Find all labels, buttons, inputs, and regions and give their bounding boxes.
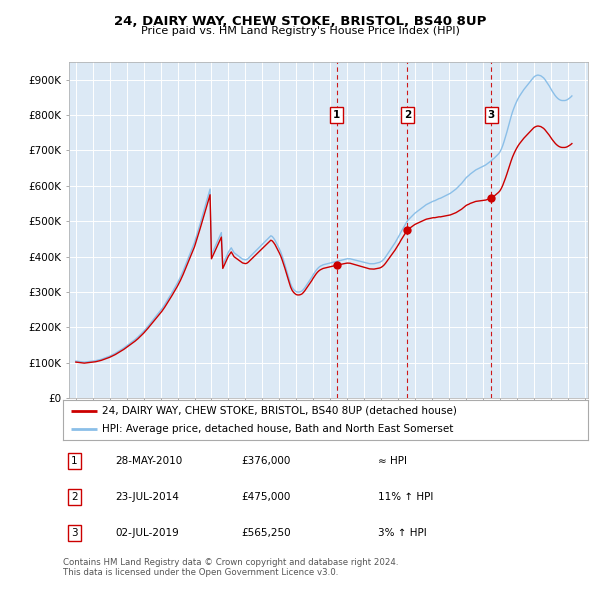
Text: 1: 1 [71,456,78,466]
Text: £376,000: £376,000 [241,456,291,466]
Text: ≈ HPI: ≈ HPI [378,456,407,466]
Text: 3: 3 [488,110,495,120]
Text: Contains HM Land Registry data © Crown copyright and database right 2024.
This d: Contains HM Land Registry data © Crown c… [63,558,398,577]
Text: Price paid vs. HM Land Registry's House Price Index (HPI): Price paid vs. HM Land Registry's House … [140,26,460,36]
Text: £565,250: £565,250 [241,528,291,538]
Text: 3: 3 [71,528,78,538]
Text: 1: 1 [333,110,340,120]
Text: 24, DAIRY WAY, CHEW STOKE, BRISTOL, BS40 8UP (detached house): 24, DAIRY WAY, CHEW STOKE, BRISTOL, BS40… [103,406,457,416]
Text: 2: 2 [404,110,411,120]
Text: 02-JUL-2019: 02-JUL-2019 [115,528,179,538]
Text: 23-JUL-2014: 23-JUL-2014 [115,492,179,502]
Text: 2: 2 [71,492,78,502]
Text: HPI: Average price, detached house, Bath and North East Somerset: HPI: Average price, detached house, Bath… [103,424,454,434]
Text: 28-MAY-2010: 28-MAY-2010 [115,456,183,466]
Text: 11% ↑ HPI: 11% ↑ HPI [378,492,433,502]
Text: 24, DAIRY WAY, CHEW STOKE, BRISTOL, BS40 8UP: 24, DAIRY WAY, CHEW STOKE, BRISTOL, BS40… [114,15,486,28]
Text: 3% ↑ HPI: 3% ↑ HPI [378,528,427,538]
Text: £475,000: £475,000 [241,492,291,502]
